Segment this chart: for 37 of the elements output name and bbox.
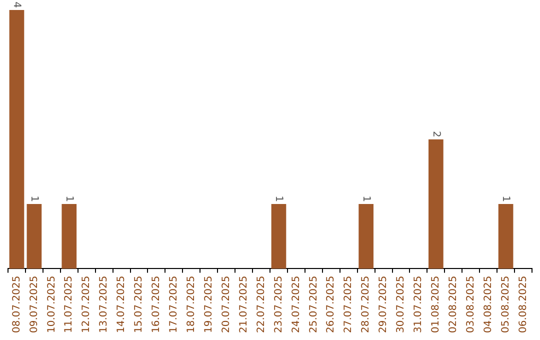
x-tick-label: 14.07.2025 bbox=[116, 276, 128, 334]
data-label: 4 bbox=[11, 2, 22, 8]
x-tick-label: 19.07.2025 bbox=[203, 276, 214, 334]
data-label: 1 bbox=[273, 196, 284, 202]
x-tick-label: 05.08.2025 bbox=[500, 276, 512, 334]
x-tick-label: 03.08.2025 bbox=[465, 276, 476, 334]
x-tick-label: 02.08.2025 bbox=[448, 276, 459, 334]
x-tick-label: 10.07.2025 bbox=[46, 276, 58, 334]
x-tick-label: 18.07.2025 bbox=[186, 276, 197, 334]
x-tick-label: 30.07.2025 bbox=[396, 276, 407, 334]
data-label: 1 bbox=[360, 196, 372, 202]
x-tick-label: 09.07.2025 bbox=[28, 276, 40, 334]
x-tick-label: 25.07.2025 bbox=[308, 276, 320, 334]
x-tick-label: 11.07.2025 bbox=[64, 276, 75, 334]
x-tick-label: 06.08.2025 bbox=[518, 276, 529, 334]
x-tick-label: 04.08.2025 bbox=[482, 276, 494, 334]
data-label: 1 bbox=[64, 196, 75, 202]
x-tick-label: 24.07.2025 bbox=[290, 276, 302, 334]
x-tick-label: 17.07.2025 bbox=[168, 276, 180, 334]
x-tick-label: 01.08.2025 bbox=[430, 276, 442, 334]
x-tick-label: 31.07.2025 bbox=[413, 276, 424, 334]
x-tick-label: 12.07.2025 bbox=[81, 276, 92, 334]
x-tick-label: 29.07.2025 bbox=[378, 276, 390, 334]
x-tick-label: 27.07.2025 bbox=[343, 276, 354, 334]
x-tick-label: 26.07.2025 bbox=[326, 276, 337, 334]
x-tick-label: 28.07.2025 bbox=[360, 276, 372, 334]
data-label: 1 bbox=[28, 196, 40, 202]
data-label: 1 bbox=[500, 196, 512, 202]
data-label: 2 bbox=[430, 130, 442, 138]
x-tick-label: 23.07.2025 bbox=[273, 276, 284, 334]
x-tick-label: 22.07.2025 bbox=[256, 276, 267, 334]
x-tick-label: 15.07.2025 bbox=[134, 276, 145, 334]
x-tick-label: 13.07.2025 bbox=[98, 276, 110, 334]
x-tick-label: 20.07.2025 bbox=[220, 276, 232, 334]
x-tick-label: 08.07.2025 bbox=[11, 276, 22, 334]
x-tick-label: 16.07.2025 bbox=[151, 276, 162, 334]
x-tick-label: 21.07.2025 bbox=[238, 276, 250, 334]
